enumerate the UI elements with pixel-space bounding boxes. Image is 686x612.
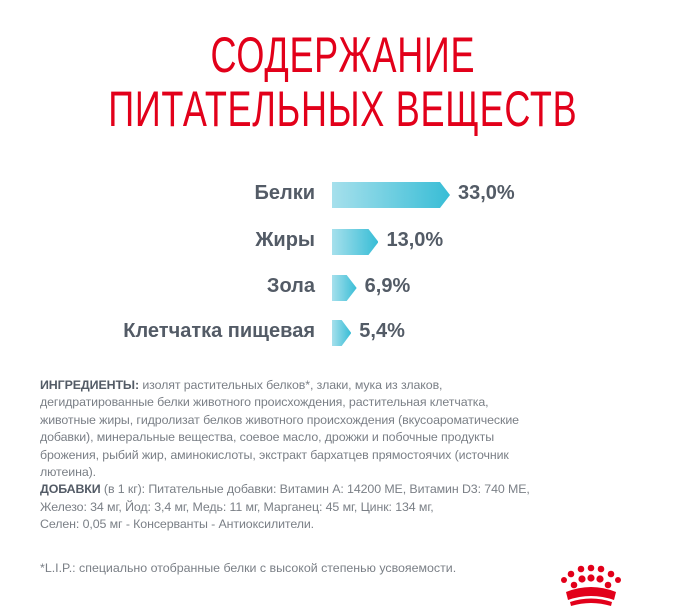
chart-row: Жиры 13,0% — [0, 227, 686, 257]
ingredients-line: добавки), минеральные вещества, соевое м… — [40, 430, 495, 445]
additives-heading: ДОБАВКИ — [40, 482, 101, 497]
additives-line: Селен: 0,05 мг - Консерванты - Антиоксил… — [40, 517, 315, 532]
category-label: Белки — [254, 182, 315, 204]
ingredients-text: ИНГРЕДИЕНТЫ: изолят растительных белков*… — [40, 377, 660, 534]
value-label: 5,4% — [359, 320, 405, 342]
category-label: Жиры — [255, 229, 315, 251]
value-bar — [332, 320, 352, 346]
additives-line: Железо: 34 мг, Йод: 3,4 мг, Медь: 11 мг,… — [40, 499, 434, 514]
value-bar — [332, 275, 357, 301]
ingredients-line: лютеина). — [40, 465, 97, 480]
title-line-2: ПИТАТЕЛЬНЫХ ВЕЩЕСТВ — [108, 81, 578, 137]
chart-row: Белки 33,0% — [0, 180, 686, 210]
ingredients-heading: ИНГРЕДИЕНТЫ: — [40, 378, 139, 392]
ingredients-line: брожения, рыбий жир, аминокислоты, экстр… — [40, 447, 509, 462]
ingredients-line: дегидратированные белки животного происх… — [40, 395, 489, 410]
value-label: 6,9% — [364, 275, 411, 297]
category-label: Зола — [266, 275, 315, 297]
royal-canin-crown-logo — [561, 564, 621, 606]
value-label: 33,0% — [458, 182, 515, 204]
footnote: *L.I.P.: специально отобранные белки с в… — [40, 561, 457, 575]
ingredients-line: животные жиры, гидролизат белков животно… — [40, 412, 519, 427]
value-label: 13,0% — [386, 229, 444, 251]
category-label: Клетчатка пищевая — [123, 320, 315, 342]
chart-row: Клетчатка пищевая 5,4% — [0, 318, 686, 348]
ingredients-line: изолят растительных белков*, злаки, мука… — [138, 378, 443, 392]
title-line-1: СОДЕРЖАНИЕ — [210, 27, 476, 83]
value-bar — [332, 229, 379, 255]
chart-row: Зола 6,9% — [0, 273, 686, 303]
additives-line: (в 1 кг): Питательные добавки: Витамин А… — [100, 482, 530, 497]
value-bar — [332, 182, 450, 208]
